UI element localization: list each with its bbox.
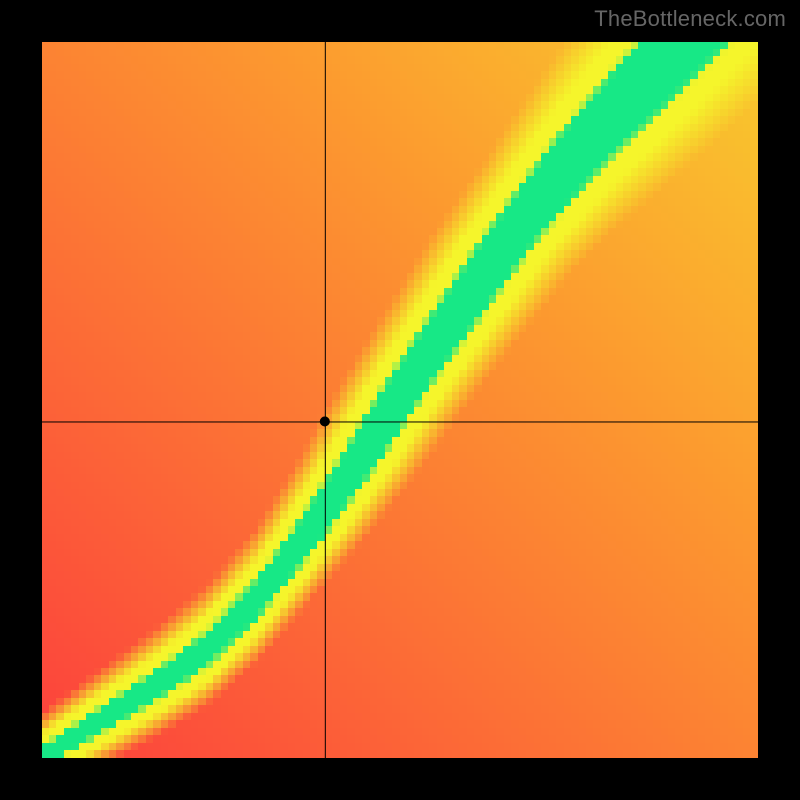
- watermark-text: TheBottleneck.com: [594, 6, 786, 32]
- heatmap-canvas: [42, 42, 758, 758]
- heatmap-plot: [42, 42, 758, 758]
- chart-container: TheBottleneck.com: [0, 0, 800, 800]
